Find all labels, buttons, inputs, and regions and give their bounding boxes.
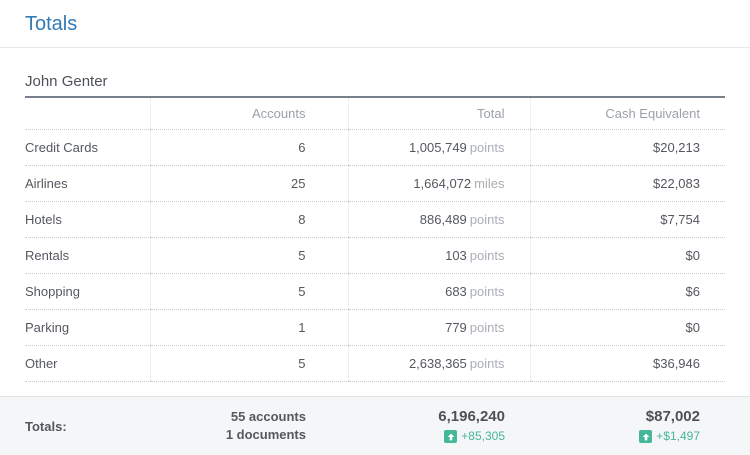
row-total: 1,664,072 miles — [347, 165, 530, 202]
row-total: 2,638,365 points — [347, 345, 530, 382]
row-cash-equivalent: $36,946 — [529, 345, 725, 382]
row-total-value: 1,005,749 — [408, 140, 467, 155]
column-header-accounts: Accounts — [149, 98, 348, 130]
row-total-unit: points — [469, 356, 505, 371]
row-total-unit: points — [469, 212, 505, 227]
table-row: Hotels 8 886,489 points $7,754 — [25, 201, 725, 238]
totals-footer: Totals: 55 accounts 1 documents 6,196,24… — [0, 396, 750, 455]
table-row: Shopping 5 683 points $6 — [25, 273, 725, 310]
table-row: Parking 1 779 points $0 — [25, 309, 725, 346]
row-cash-equivalent: $0 — [529, 309, 725, 346]
page-header: Totals — [0, 0, 750, 48]
row-accounts-count: 5 — [149, 273, 348, 310]
column-header-category — [25, 98, 150, 130]
table-row: Credit Cards 6 1,005,749 points $20,213 — [25, 129, 725, 166]
totals-points-delta-value: +85,305 — [461, 429, 505, 443]
table-row: Other 5 2,638,365 points $36,946 — [25, 345, 725, 382]
totals-accounts-cell: 55 accounts 1 documents — [150, 408, 348, 444]
table-row: Rentals 5 103 points $0 — [25, 237, 725, 274]
column-header-total: Total — [347, 98, 530, 130]
row-accounts-count: 5 — [149, 345, 348, 382]
row-total: 886,489 points — [347, 201, 530, 238]
row-accounts-count: 5 — [149, 237, 348, 274]
row-category: Rentals — [25, 237, 150, 274]
owner-heading: John Genter — [25, 73, 725, 98]
row-category: Hotels — [25, 201, 150, 238]
row-total-value: 1,664,072 — [413, 176, 472, 191]
row-cash-equivalent: $22,083 — [529, 165, 725, 202]
totals-cash-delta-value: +$1,497 — [656, 429, 700, 443]
totals-points-delta: +85,305 — [444, 430, 505, 443]
table-row: Airlines 25 1,664,072 miles $22,083 — [25, 165, 725, 202]
row-category: Airlines — [25, 165, 150, 202]
up-arrow-icon — [639, 430, 653, 443]
row-total: 1,005,749 points — [347, 129, 530, 166]
row-cash-equivalent: $7,754 — [529, 201, 725, 238]
totals-accounts-count: 55 accounts — [230, 409, 306, 425]
totals-points-value: 6,196,240 — [438, 408, 505, 425]
page-title: Totals — [25, 13, 78, 35]
row-cash-equivalent: $0 — [529, 237, 725, 274]
footer-spacer — [0, 382, 750, 396]
row-total-unit: miles — [474, 176, 505, 191]
row-category: Other — [25, 345, 150, 382]
totals-table: Accounts Total Cash Equivalent Credit Ca… — [25, 98, 725, 382]
row-total: 779 points — [347, 309, 530, 346]
row-accounts-count: 25 — [149, 165, 348, 202]
row-accounts-count: 8 — [149, 201, 348, 238]
up-arrow-icon — [444, 430, 458, 443]
content-area: John Genter Accounts Total Cash Equivale… — [0, 48, 750, 382]
row-category: Shopping — [25, 273, 150, 310]
totals-cash-value: $87,002 — [645, 408, 700, 425]
totals-documents-count: 1 documents — [225, 427, 306, 443]
row-accounts-count: 6 — [149, 129, 348, 166]
row-total-value: 2,638,365 — [408, 356, 467, 371]
totals-points-cell: 6,196,240 +85,305 — [348, 407, 530, 446]
totals-cash-cell: $87,002 +$1,497 — [530, 407, 725, 446]
row-total-unit: points — [469, 248, 505, 263]
row-total: 683 points — [347, 273, 530, 310]
row-category: Credit Cards — [25, 129, 150, 166]
column-header-cash-equivalent: Cash Equivalent — [529, 98, 725, 130]
row-total-unit: points — [469, 284, 505, 299]
row-total: 103 points — [347, 237, 530, 274]
totals-cash-delta: +$1,497 — [639, 430, 700, 443]
row-accounts-count: 1 — [149, 309, 348, 346]
row-total-unit: points — [469, 140, 505, 155]
row-total-unit: points — [469, 320, 505, 335]
row-total-value: 103 — [445, 248, 467, 263]
row-total-value: 683 — [445, 284, 467, 299]
row-total-value: 886,489 — [419, 212, 467, 227]
row-cash-equivalent: $6 — [529, 273, 725, 310]
table-body: Credit Cards 6 1,005,749 points $20,213 Airli… — [25, 129, 725, 382]
row-total-value: 779 — [445, 320, 467, 335]
row-cash-equivalent: $20,213 — [529, 129, 725, 166]
table-header-row: Accounts Total Cash Equivalent — [25, 98, 725, 130]
totals-label: Totals: — [25, 418, 67, 434]
row-category: Parking — [25, 309, 150, 346]
